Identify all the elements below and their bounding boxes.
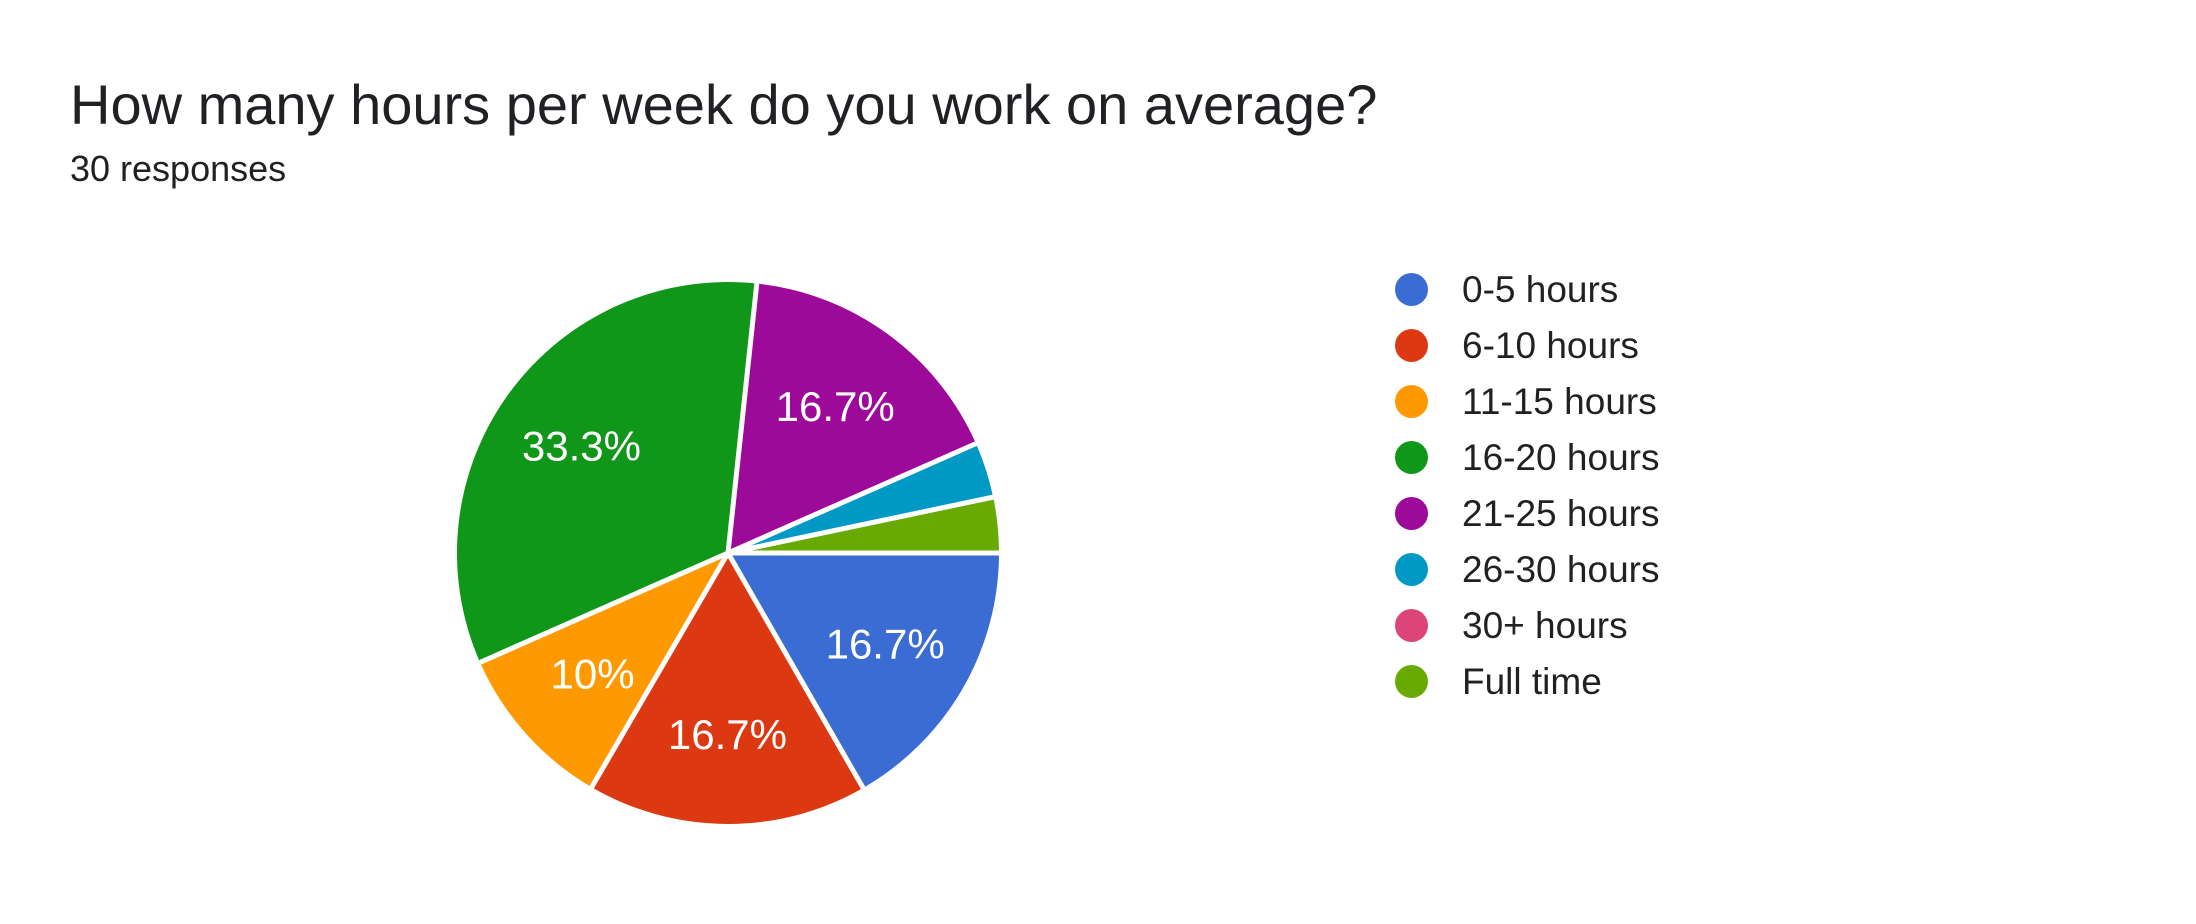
- pie-slice-separators: [479, 283, 999, 790]
- legend-label: Full time: [1462, 661, 1602, 702]
- legend-item-21-25-hours: 21-25 hours: [1395, 493, 1660, 534]
- slice-separator: [727, 494, 994, 556]
- legend-item-11-15-hours: 11-15 hours: [1395, 381, 1659, 422]
- legend-item-6-10-hours: 6-10 hours: [1395, 325, 1659, 366]
- slice-separator: [589, 551, 731, 789]
- slice-label-16-20-hours: 33.3%: [522, 422, 641, 469]
- slice-label-6-10-hours: 16.7%: [668, 711, 787, 758]
- legend-label: 30+ hours: [1462, 605, 1628, 646]
- legend-label: 26-30 hours: [1462, 549, 1660, 590]
- chart-legend: 0-5 hours 6-10 hours 11-15 hours 16-20 hour…: [1395, 269, 1660, 721]
- legend-label: 11-15 hours: [1462, 381, 1657, 422]
- slice-label-11-15-hours: 10%: [551, 650, 635, 697]
- legend-swatch-16-20-hours: [1395, 441, 1428, 474]
- slice-separator: [726, 441, 977, 556]
- pie-slice-labels: 16.7% 16.7% 10% 33.3% 16.7%: [522, 383, 945, 758]
- legend-swatch-11-15-hours: [1395, 385, 1428, 418]
- pie-slice-16-20-hours[interactable]: [457, 282, 757, 663]
- slice-label-0-5-hours: 16.7%: [826, 620, 945, 667]
- legend-item-16-20-hours: 16-20 hours: [1395, 437, 1660, 478]
- slice-label-21-25-hours: 16.7%: [776, 383, 895, 430]
- pie-slices: [457, 282, 999, 824]
- legend-item-0-5-hours: 0-5 hours: [1395, 269, 1659, 310]
- legend-swatch-full-time: [1395, 665, 1428, 698]
- legend-item-full-time: Full time: [1395, 661, 1659, 702]
- legend-swatch-6-10-hours: [1395, 329, 1428, 362]
- legend-swatch-21-25-hours: [1395, 497, 1428, 530]
- legend-swatch-26-30-hours: [1395, 553, 1428, 586]
- pie-slice-21-25-hours[interactable]: [728, 283, 977, 553]
- legend-label: 0-5 hours: [1462, 269, 1619, 310]
- legend-item-26-30-hours: 26-30 hours: [1395, 549, 1660, 590]
- slice-separator: [725, 283, 760, 554]
- pie-slice-0-5-hours[interactable]: [728, 553, 999, 788]
- pie-slice-11-15-hours[interactable]: [479, 553, 728, 788]
- response-count: 30 responses: [70, 148, 287, 189]
- pie-slice-6-10-hours[interactable]: [591, 553, 864, 824]
- slice-separator: [479, 550, 730, 665]
- pie-chart[interactable]: 16.7% 16.7% 10% 33.3% 16.7%: [448, 273, 1008, 833]
- legend-swatch-30-hours: [1395, 609, 1428, 642]
- legend-item-30-hours: 30+ hours: [1395, 605, 1659, 646]
- question-title: How many hours per week do you work on a…: [70, 73, 1378, 136]
- slice-separator: [725, 551, 866, 790]
- legend-swatch-0-5-hours: [1395, 273, 1428, 306]
- legend-label: 16-20 hours: [1462, 437, 1660, 478]
- legend-label: 21-25 hours: [1462, 493, 1660, 534]
- legend-label: 6-10 hours: [1462, 325, 1639, 366]
